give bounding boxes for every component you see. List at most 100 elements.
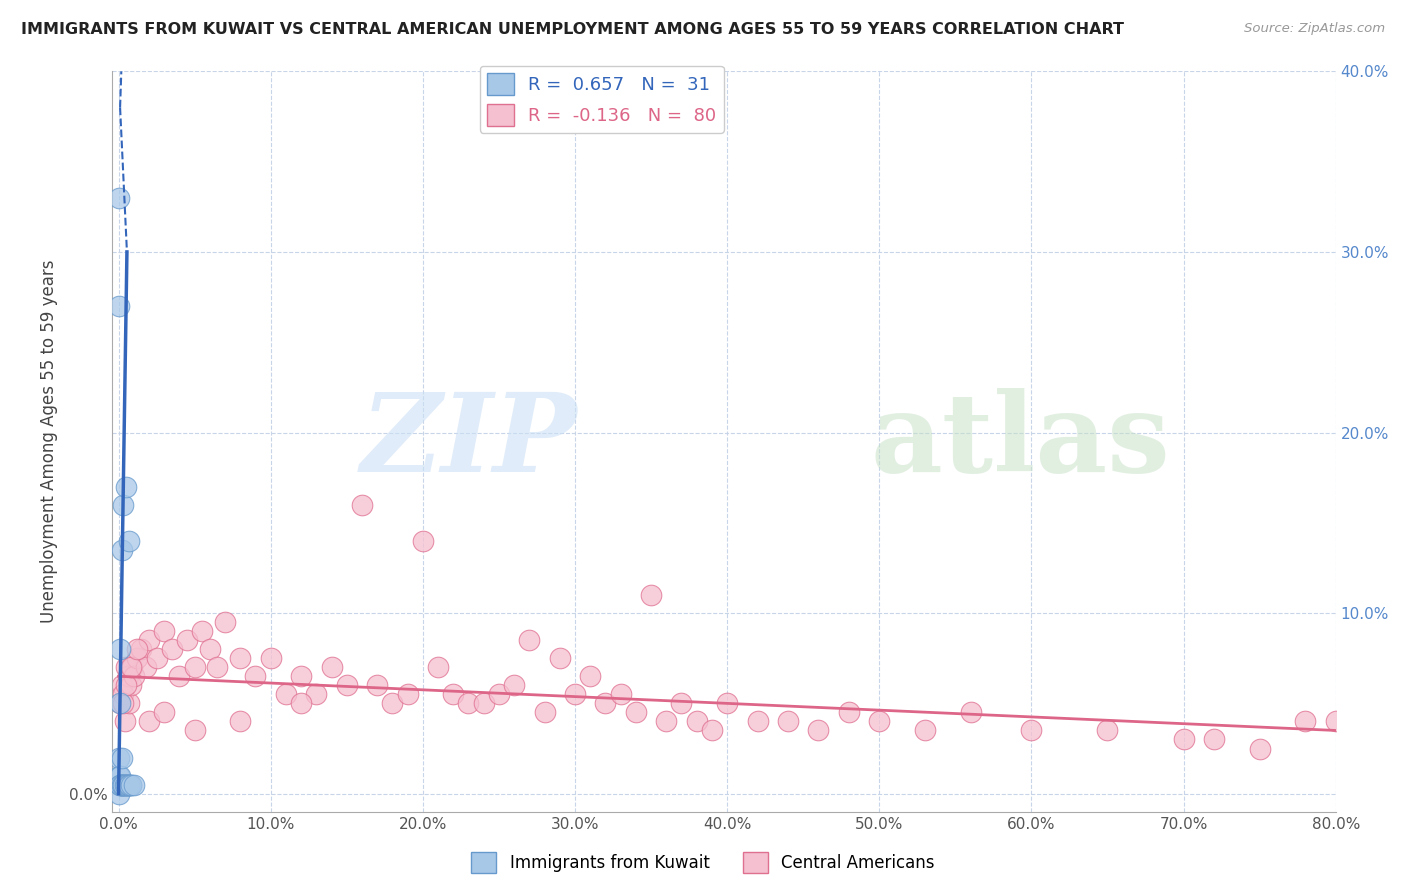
Point bbox=[640, 588, 662, 602]
Point bbox=[214, 615, 236, 629]
Point bbox=[1021, 723, 1043, 738]
Point bbox=[108, 778, 131, 792]
Point bbox=[700, 723, 723, 738]
Point bbox=[548, 651, 571, 665]
Point bbox=[686, 714, 709, 729]
Point bbox=[838, 706, 860, 720]
Point bbox=[914, 723, 936, 738]
Point bbox=[112, 697, 135, 711]
Legend: R =  0.657   N =  31, R =  -0.136   N =  80: R = 0.657 N = 31, R = -0.136 N = 80 bbox=[479, 66, 724, 133]
Point bbox=[108, 769, 131, 783]
Point bbox=[868, 714, 890, 729]
Point bbox=[117, 778, 139, 792]
Point bbox=[121, 660, 143, 674]
Point bbox=[807, 723, 830, 738]
Point bbox=[112, 498, 135, 512]
Text: ZIP: ZIP bbox=[361, 388, 578, 495]
Point bbox=[108, 191, 131, 205]
Point bbox=[125, 651, 148, 665]
Point bbox=[117, 778, 139, 792]
Point bbox=[191, 624, 214, 639]
Point bbox=[1202, 732, 1225, 747]
Point bbox=[229, 714, 252, 729]
Text: atlas: atlas bbox=[870, 388, 1171, 495]
Point bbox=[207, 660, 229, 674]
Point bbox=[564, 687, 586, 701]
Point bbox=[198, 642, 221, 657]
Point bbox=[117, 669, 139, 683]
Point bbox=[776, 714, 799, 729]
Point bbox=[120, 778, 142, 792]
Point bbox=[112, 778, 135, 792]
Point bbox=[118, 778, 141, 792]
Point bbox=[115, 660, 138, 674]
Point bbox=[350, 498, 373, 512]
Point bbox=[110, 778, 132, 792]
Text: Source: ZipAtlas.com: Source: ZipAtlas.com bbox=[1244, 22, 1385, 36]
Point bbox=[381, 697, 404, 711]
Point bbox=[110, 542, 132, 557]
Point bbox=[135, 660, 157, 674]
Point bbox=[114, 778, 136, 792]
Text: IMMIGRANTS FROM KUWAIT VS CENTRAL AMERICAN UNEMPLOYMENT AMONG AGES 55 TO 59 YEAR: IMMIGRANTS FROM KUWAIT VS CENTRAL AMERIC… bbox=[21, 22, 1123, 37]
Point bbox=[118, 697, 141, 711]
Point bbox=[260, 651, 283, 665]
Point bbox=[1097, 723, 1119, 738]
Point bbox=[671, 697, 693, 711]
Point bbox=[138, 633, 160, 648]
Point bbox=[153, 706, 176, 720]
Point bbox=[624, 706, 647, 720]
Point bbox=[120, 778, 142, 792]
Point bbox=[1173, 732, 1195, 747]
Point bbox=[959, 706, 981, 720]
Point bbox=[108, 750, 131, 764]
Point bbox=[321, 660, 343, 674]
Point bbox=[115, 778, 138, 792]
Point bbox=[153, 624, 176, 639]
Point bbox=[472, 697, 495, 711]
Point bbox=[108, 787, 131, 801]
Point bbox=[108, 697, 131, 711]
Y-axis label: Unemployment Among Ages 55 to 59 years: Unemployment Among Ages 55 to 59 years bbox=[39, 260, 58, 624]
Point bbox=[110, 678, 132, 692]
Point bbox=[160, 642, 183, 657]
Point bbox=[427, 660, 450, 674]
Point bbox=[274, 687, 297, 701]
Point bbox=[108, 778, 131, 792]
Point bbox=[595, 697, 617, 711]
Point bbox=[336, 678, 359, 692]
Point bbox=[115, 678, 138, 692]
Point bbox=[290, 669, 312, 683]
Point bbox=[366, 678, 388, 692]
Point bbox=[114, 714, 136, 729]
Point bbox=[396, 687, 419, 701]
Point bbox=[747, 714, 769, 729]
Point bbox=[716, 697, 738, 711]
Point bbox=[457, 697, 479, 711]
Point bbox=[115, 778, 138, 792]
Point bbox=[118, 778, 141, 792]
Point bbox=[120, 678, 142, 692]
Point bbox=[183, 723, 205, 738]
Point bbox=[533, 706, 555, 720]
Point bbox=[122, 778, 145, 792]
Point bbox=[1249, 741, 1271, 756]
Point bbox=[229, 651, 252, 665]
Point bbox=[441, 687, 464, 701]
Point bbox=[488, 687, 510, 701]
Point bbox=[110, 750, 132, 764]
Legend: Immigrants from Kuwait, Central Americans: Immigrants from Kuwait, Central American… bbox=[464, 846, 942, 880]
Point bbox=[108, 769, 131, 783]
Point bbox=[169, 669, 191, 683]
Point bbox=[245, 669, 267, 683]
Point bbox=[145, 651, 167, 665]
Point bbox=[1324, 714, 1347, 729]
Point bbox=[305, 687, 328, 701]
Point bbox=[108, 697, 131, 711]
Point bbox=[118, 533, 141, 548]
Point bbox=[655, 714, 678, 729]
Point bbox=[112, 778, 135, 792]
Point bbox=[108, 299, 131, 313]
Point bbox=[112, 687, 135, 701]
Point bbox=[503, 678, 526, 692]
